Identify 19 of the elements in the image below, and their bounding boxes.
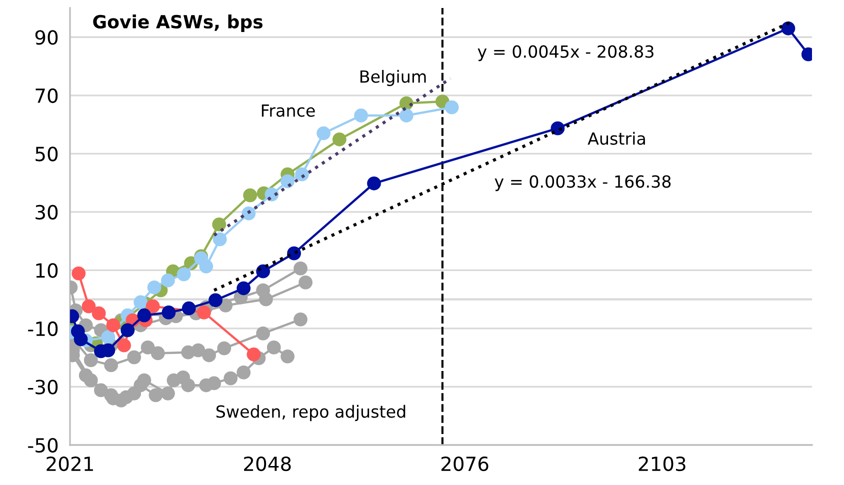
annotation: France bbox=[262, 104, 315, 117]
annotation: y = 0.0045x - 208.83 bbox=[478, 45, 654, 62]
x-tick-label: 2048 bbox=[244, 456, 291, 472]
y-tick-label: 90 bbox=[35, 30, 58, 45]
annotation: Sweden, repo adjusted bbox=[216, 404, 406, 422]
annotation: y = 0.0033x - 166.38 bbox=[494, 175, 671, 192]
y-tick-label: -30 bbox=[28, 380, 58, 394]
annotation: Austria bbox=[588, 132, 645, 145]
y-tick-label: 50 bbox=[36, 146, 58, 162]
x-tick-label: 2103 bbox=[638, 456, 686, 472]
y-tick-label: 10 bbox=[36, 263, 58, 278]
y-tick-label: -10 bbox=[28, 321, 58, 336]
y-tick-label: 70 bbox=[36, 88, 58, 104]
x-tick-label: 2021 bbox=[46, 456, 93, 472]
x-tick-label: 2076 bbox=[441, 456, 488, 472]
y-tick-label: -50 bbox=[28, 438, 58, 453]
chart-title: Govie ASWs, bps bbox=[93, 14, 262, 32]
annotation: Belgium bbox=[360, 70, 426, 86]
y-tick-label: 30 bbox=[36, 204, 58, 220]
